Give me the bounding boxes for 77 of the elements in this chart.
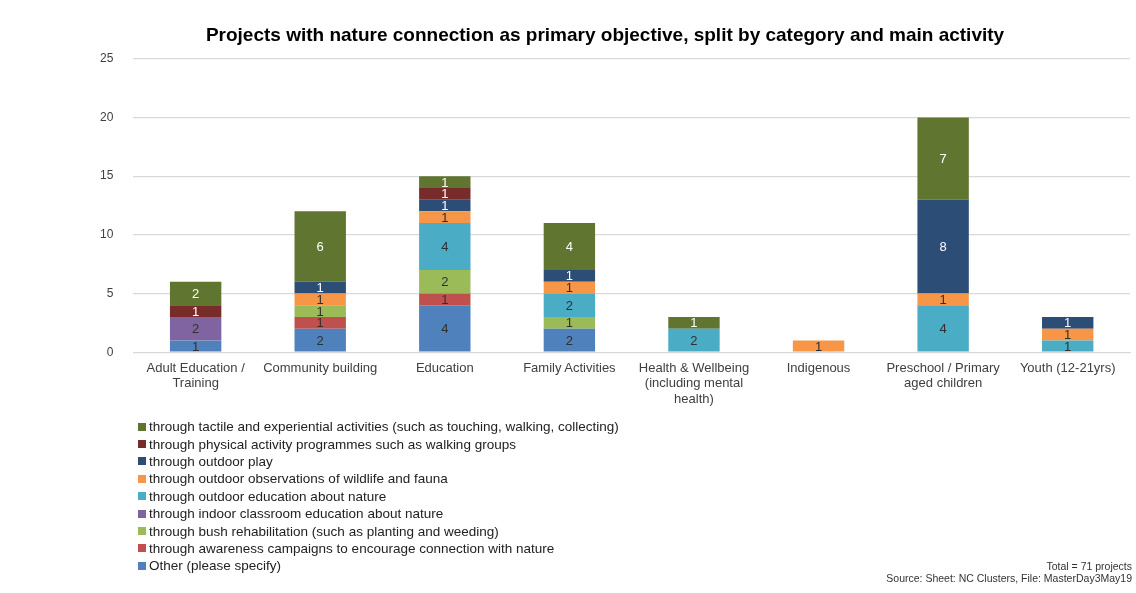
data-label: 7 bbox=[939, 151, 947, 167]
data-label: 4 bbox=[565, 239, 573, 255]
bar bbox=[543, 270, 596, 282]
legend-label: through outdoor play bbox=[149, 453, 273, 469]
bar bbox=[668, 328, 720, 352]
bar bbox=[543, 328, 596, 352]
data-label: 1 bbox=[814, 338, 823, 354]
legend-label: through tactile and experiential activities (such as touching, walking, collecting) bbox=[149, 419, 619, 435]
y-tick-label: 10 bbox=[99, 227, 114, 242]
bar bbox=[419, 176, 471, 188]
source-note: Source: Sheet: NC Clusters, File: MasterDay3May19 bbox=[886, 572, 1132, 584]
data-label: 1 bbox=[939, 291, 947, 307]
legend-label: Other (please specify) bbox=[149, 558, 282, 574]
text: Total = 71 projects bbox=[1045, 560, 1132, 572]
legend-label: through physical activity programmes such as walking groups bbox=[149, 436, 516, 452]
data-label: 4 bbox=[441, 321, 449, 337]
x-tick-label: Indigenous bbox=[786, 359, 851, 375]
bar bbox=[419, 211, 471, 224]
bar bbox=[294, 211, 346, 282]
data-label: 2 bbox=[192, 286, 200, 302]
legend-label: through awareness campaigns to encourage connection with nature bbox=[149, 540, 555, 556]
data-label: 2 bbox=[316, 332, 324, 348]
bar bbox=[169, 281, 222, 306]
legend-label: through indoor classroom education about nature bbox=[149, 506, 444, 522]
bar bbox=[1042, 316, 1094, 329]
bar bbox=[917, 199, 969, 294]
legend-label: through outdoor education about nature bbox=[149, 488, 387, 504]
bar bbox=[419, 270, 471, 294]
x-tick-label: Community building bbox=[263, 359, 378, 375]
bar bbox=[294, 316, 346, 329]
bar bbox=[419, 223, 471, 271]
data-label: 2 bbox=[441, 274, 449, 290]
data-label: 4 bbox=[939, 321, 947, 337]
x-tick-label: Education bbox=[415, 359, 474, 375]
legend-label: through outdoor observations of wildlife and fauna bbox=[149, 471, 448, 487]
bar bbox=[169, 316, 222, 341]
x-tick-label: Preschool / Primary aged children bbox=[886, 359, 1001, 391]
y-tick-label: 0 bbox=[106, 344, 114, 359]
y-tick-label: 20 bbox=[99, 109, 114, 124]
x-tick-label: Adult Education / Training bbox=[146, 359, 246, 391]
data-label: 1 bbox=[690, 315, 698, 331]
bar bbox=[543, 293, 596, 317]
bar bbox=[294, 305, 346, 317]
y-tick-label: 25 bbox=[99, 51, 114, 66]
bar bbox=[169, 305, 222, 317]
x-tick-label: Youth (12-21yrs) bbox=[1019, 359, 1116, 375]
bar bbox=[1042, 340, 1094, 352]
bar bbox=[169, 340, 222, 352]
chart-title: Projects with nature connection as primary objective, split by category and main activity bbox=[205, 23, 1005, 45]
data-label: 1 bbox=[441, 291, 449, 307]
bar bbox=[543, 316, 596, 329]
bar bbox=[419, 187, 471, 200]
data-label: 1 bbox=[565, 315, 573, 331]
data-label: 2 bbox=[690, 332, 698, 348]
data-label: 4 bbox=[441, 239, 449, 255]
legend-label: through bush rehabilitation (such as planting and weeding) bbox=[149, 523, 499, 539]
bar bbox=[543, 223, 596, 271]
data-label: 1 bbox=[192, 303, 200, 319]
bar bbox=[668, 316, 720, 329]
y-tick-label: 5 bbox=[106, 285, 114, 300]
bar bbox=[792, 340, 845, 352]
bar bbox=[917, 117, 969, 200]
bar bbox=[294, 281, 346, 294]
bar bbox=[917, 305, 969, 352]
data-label: 2 bbox=[565, 297, 573, 313]
bar bbox=[419, 305, 471, 352]
data-label: 2 bbox=[192, 321, 200, 337]
bar bbox=[294, 328, 346, 352]
data-label: 6 bbox=[316, 239, 324, 255]
bar bbox=[917, 293, 969, 306]
data-label: 1 bbox=[192, 338, 200, 354]
data-label: 2 bbox=[565, 332, 573, 348]
x-tick-label: Family Activities bbox=[523, 359, 617, 375]
data-label: 8 bbox=[939, 239, 947, 255]
y-tick-label: 15 bbox=[99, 168, 114, 183]
x-tick-label: Health & Wellbeing (including mental health) bbox=[638, 359, 750, 406]
bar bbox=[543, 281, 596, 294]
